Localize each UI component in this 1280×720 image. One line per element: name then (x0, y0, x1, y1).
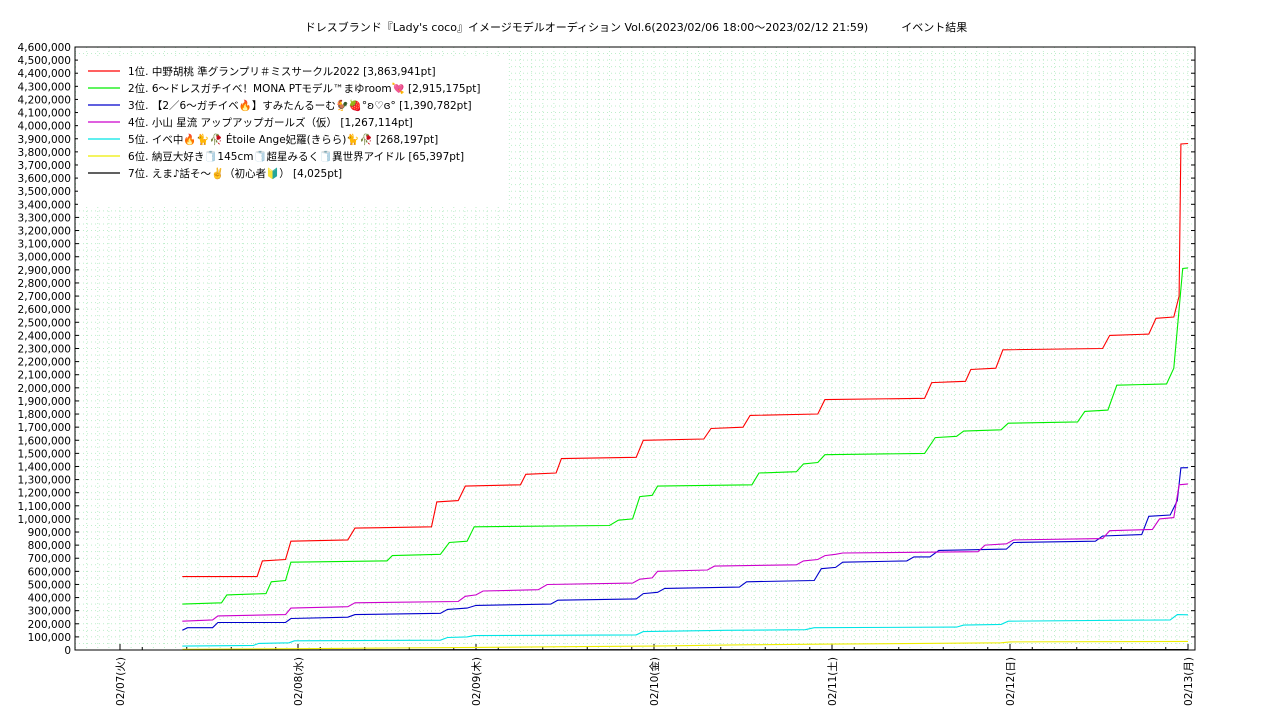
y-tick-label: 2,600,000 (18, 304, 71, 316)
series-line-6 (182, 640, 1189, 650)
y-tick-label: 2,100,000 (18, 370, 71, 382)
legend-label-6: 6位. 納豆大好き🧻145cm🧻超星みるく🧻異世界アイドル [65,397pt] (128, 150, 464, 163)
y-tick-label: 3,800,000 (18, 147, 71, 159)
y-tick-label: 900,000 (28, 527, 71, 539)
y-tick-label: 1,900,000 (18, 396, 71, 408)
y-tick-label: 1,500,000 (18, 448, 71, 460)
legend-label-3: 3位. 【2／6〜ガチイベ🔥】すみたんるーむ🐓🍓°ʚ♡ɞ° [1,390,782… (128, 99, 472, 112)
x-tick-label: 02/13(月) (1183, 657, 1195, 706)
series-line-5 (182, 614, 1189, 647)
x-tick-label: 02/07(火) (115, 657, 127, 706)
y-tick-label: 3,400,000 (18, 199, 71, 211)
legend-label-2: 2位. 6〜ドレスガチイベ！MONA PTモデル™まゆroom💘 [2,915,… (128, 82, 480, 95)
y-tick-label: 2,700,000 (18, 291, 71, 303)
y-tick-label: 3,200,000 (18, 226, 71, 238)
y-tick-label: 1,700,000 (18, 422, 71, 434)
y-tick-label: 800,000 (28, 540, 71, 552)
y-tick-label: 2,500,000 (18, 317, 71, 329)
x-tick-label: 02/08(水) (293, 657, 305, 706)
y-tick-label: 1,600,000 (18, 435, 71, 447)
y-tick-label: 3,500,000 (18, 186, 71, 198)
y-tick-label: 1,000,000 (18, 514, 71, 526)
y-tick-label: 3,100,000 (18, 239, 71, 251)
y-tick-label: 2,900,000 (18, 265, 71, 277)
y-tick-label: 1,300,000 (18, 475, 71, 487)
y-tick-label: 500,000 (28, 579, 71, 591)
y-tick-label: 4,500,000 (18, 55, 71, 67)
y-tick-label: 300,000 (28, 606, 71, 618)
y-tick-label: 4,100,000 (18, 108, 71, 120)
series-line-4 (182, 483, 1189, 622)
y-tick-label: 1,400,000 (18, 461, 71, 473)
y-tick-label: 4,300,000 (18, 81, 71, 93)
y-tick-label: 2,000,000 (18, 383, 71, 395)
y-tick-label: 2,200,000 (18, 357, 71, 369)
legend-box (78, 57, 508, 207)
y-tick-label: 3,300,000 (18, 212, 71, 224)
x-tick-label: 02/10(金) (648, 657, 661, 706)
y-tick-label: 2,300,000 (18, 344, 71, 356)
x-tick-label: 02/09(木) (471, 657, 483, 706)
y-tick-label: 400,000 (28, 593, 71, 605)
y-tick-label: 600,000 (28, 566, 71, 578)
y-tick-label: 3,600,000 (18, 173, 71, 185)
chart-title: ドレスブランド『Lady's coco』イメージモデルオーディション Vol.6… (304, 21, 968, 34)
y-tick-label: 4,400,000 (18, 68, 71, 80)
y-tick-label: 0 (64, 645, 71, 657)
series-line-7 (182, 648, 1188, 651)
y-tick-label: 700,000 (28, 553, 71, 565)
grid (75, 46, 1195, 651)
y-tick-label: 2,400,000 (18, 330, 71, 342)
legend: 1位. 中野胡桃 準グランプリ＃ミスサークル2022 [3,863,941pt]… (78, 57, 508, 207)
x-tick-label: 02/11(土) (826, 657, 839, 706)
y-tick-label: 1,200,000 (18, 488, 71, 500)
y-tick-label: 3,700,000 (18, 160, 71, 172)
y-tick-label: 200,000 (28, 619, 71, 631)
y-tick-label: 100,000 (28, 632, 71, 644)
series-line-1 (182, 142, 1189, 578)
series-line-2 (182, 267, 1189, 605)
y-tick-label: 4,600,000 (18, 42, 71, 54)
y-tick-label: 3,900,000 (18, 134, 71, 146)
y-tick-label: 4,000,000 (18, 121, 71, 133)
y-tick-label: 1,100,000 (18, 501, 71, 513)
legend-label-4: 4位. 小山 星流 アップアップガールズ（仮） [1,267,114pt] (128, 116, 413, 129)
legend-label-1: 1位. 中野胡桃 準グランプリ＃ミスサークル2022 [3,863,941pt] (128, 65, 436, 78)
legend-label-7: 7位. えま♪話そ〜✌️（初心者🔰） [4,025pt] (128, 167, 342, 180)
y-tick-label: 2,800,000 (18, 278, 71, 290)
y-tick-label: 3,000,000 (18, 252, 71, 264)
y-tick-label: 1,800,000 (18, 409, 71, 421)
legend-label-5: 5位. イベ中🔥🐈🥀 Étoile Ange妃羅(きらら)🐈🥀 [268,197… (128, 133, 438, 146)
y-tick-label: 4,200,000 (18, 94, 71, 106)
series-line-3 (182, 467, 1189, 631)
x-tick-label: 02/12(日) (1005, 657, 1017, 706)
